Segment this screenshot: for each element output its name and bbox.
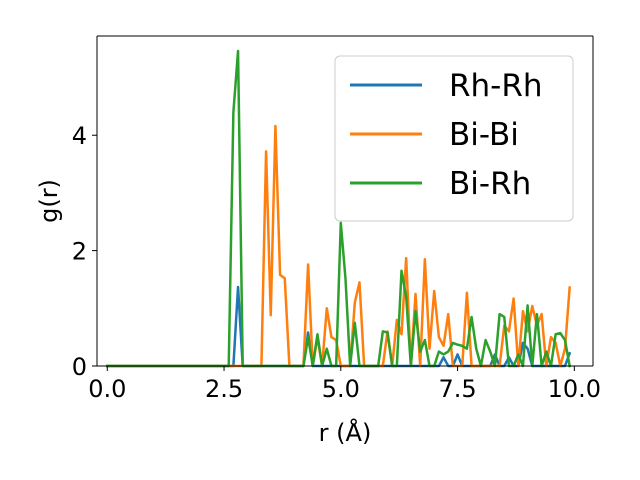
x-ticks: 0.0 2.5 5.0 7.5 10.0: [88, 366, 601, 403]
x-tick-label: 2.5: [205, 375, 243, 403]
y-tick-label: 4: [72, 122, 87, 150]
legend-label-rh-rh: Rh-Rh: [449, 68, 543, 104]
legend-label-bi-rh: Bi-Rh: [449, 166, 531, 202]
x-tick-label: 5.0: [322, 375, 360, 403]
legend: Rh-Rh Bi-Bi Bi-Rh: [334, 55, 574, 222]
y-ticks: 0 2 4: [72, 122, 97, 381]
y-axis-label: g(r): [35, 179, 63, 223]
x-tick-label: 0.0: [88, 375, 126, 403]
axes-frame: [96, 35, 594, 367]
legend-box: [334, 55, 574, 222]
y-tick-label: 0: [72, 353, 87, 381]
x-axis-label: r (Å): [319, 418, 372, 447]
y-tick-label: 2: [72, 238, 87, 266]
legend-label-bi-bi: Bi-Bi: [449, 117, 519, 153]
x-tick-label: 10.0: [548, 375, 601, 403]
x-tick-label: 7.5: [438, 375, 476, 403]
legend-entries: Rh-Rh Bi-Bi Bi-Rh: [350, 68, 543, 202]
